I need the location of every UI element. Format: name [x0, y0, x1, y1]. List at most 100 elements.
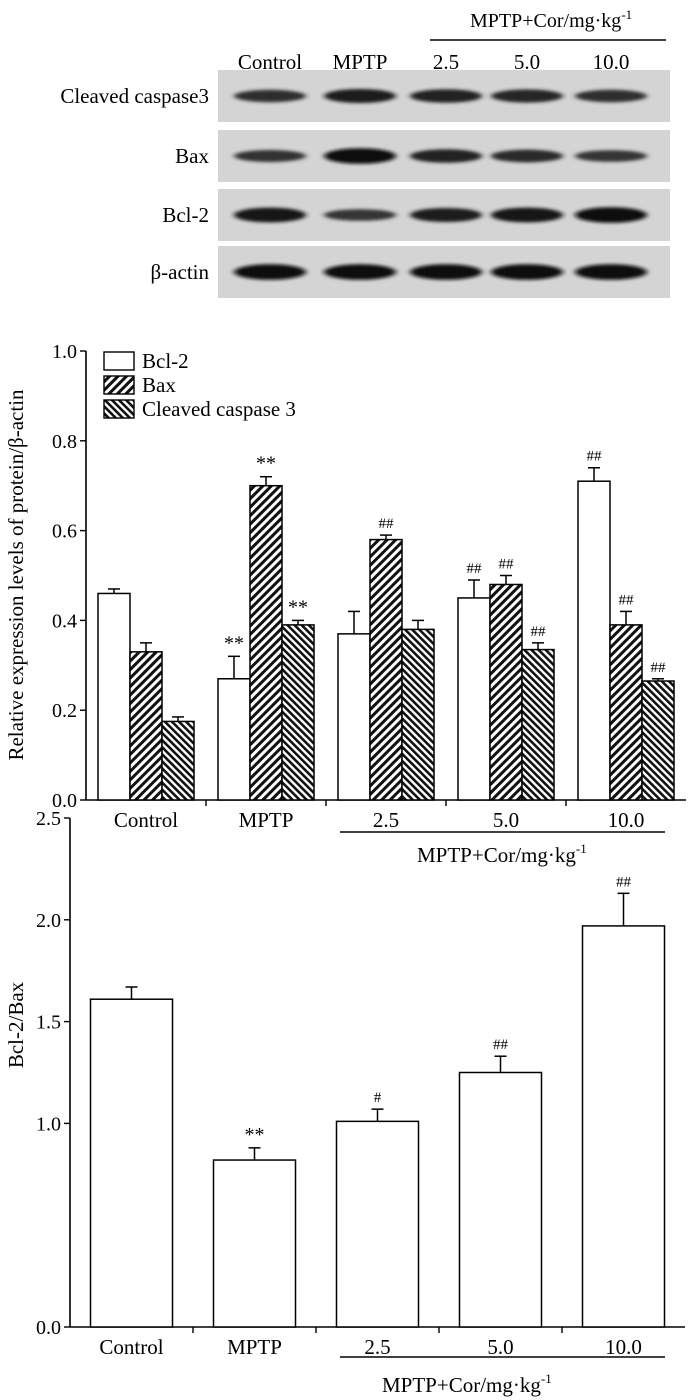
significance-mark: ## [619, 592, 635, 608]
legend-label: Cleaved caspase 3 [142, 397, 296, 421]
legend-swatch [103, 375, 135, 395]
significance-mark: # [374, 1090, 382, 1106]
bar [337, 633, 371, 801]
blot-row-label: Bcl-2 [162, 203, 209, 227]
blot-row: Bcl-2 [162, 189, 670, 241]
significance-mark: ## [616, 874, 632, 890]
significance-mark: ** [288, 596, 308, 618]
significance-mark: ## [499, 557, 515, 573]
legend-swatch [103, 399, 135, 419]
blot-band [491, 89, 563, 103]
x-group-label: MPTP+Cor/mg·kg-1 [417, 841, 587, 867]
bar [335, 1120, 420, 1328]
blot-band [410, 208, 482, 222]
x-tick-label: Control [99, 1335, 163, 1359]
blot-band [234, 207, 306, 223]
blot-band [491, 207, 563, 223]
y-axis-label: Bcl-2/Bax [4, 981, 28, 1068]
bar [97, 592, 131, 801]
x-tick-label: 2.5 [373, 808, 399, 832]
significance-mark: ** [256, 453, 276, 475]
y-tick-label: 1.0 [52, 341, 77, 363]
blot-band [491, 149, 563, 163]
x-tick-label: 10.0 [608, 808, 645, 832]
blot-row-label: Bax [175, 144, 209, 168]
bar [217, 678, 251, 801]
y-tick-label: 1.5 [36, 1012, 61, 1034]
blot-band [234, 89, 306, 103]
legend-label: Bax [142, 373, 176, 397]
blot-band [491, 264, 563, 280]
x-tick-label: 5.0 [493, 808, 519, 832]
bar [521, 648, 555, 801]
bar [369, 538, 403, 801]
y-tick-label: 2.5 [36, 808, 61, 830]
blot-band [575, 207, 647, 223]
legend-swatch [103, 351, 135, 371]
x-tick-labels: Control MPTP 2.5 5.0 10.0 [114, 808, 644, 832]
blot-row: Cleaved caspase3 [60, 70, 670, 122]
bar [281, 624, 315, 801]
x-tick-label: 5.0 [487, 1335, 513, 1359]
blot-band [575, 150, 647, 162]
western-blot-panel: Control MPTP 2.5 5.0 10.0 MPTP+Cor/mg·kg… [60, 7, 670, 298]
y-axis-label: Relative expression levels of protein/β-… [4, 389, 28, 761]
bars: ** ## ## ** ## ## ## ** ## ## [97, 449, 675, 801]
chart-relative-expression: Relative expression levels of protein/β-… [4, 341, 686, 867]
y-tick-label: 2.0 [36, 910, 61, 932]
x-tick-label: MPTP [227, 1335, 282, 1359]
x-tick-label: 10.0 [605, 1335, 642, 1359]
bar [129, 651, 163, 801]
x-tick-labels: Control MPTP 2.5 5.0 10.0 [99, 1335, 641, 1359]
bar [212, 1159, 297, 1328]
significance-mark: ## [531, 624, 547, 640]
legend-label: Bcl-2 [142, 349, 189, 373]
bar [489, 583, 523, 801]
blot-row-label: β-actin [151, 260, 210, 284]
x-tick-label: Control [114, 808, 178, 832]
x-group-label-sup: -1 [541, 1371, 552, 1386]
blot-band [324, 148, 396, 164]
blot-band [410, 264, 482, 280]
blot-band [234, 264, 306, 280]
blot-row-label: Cleaved caspase3 [60, 84, 209, 108]
significance-mark: ## [587, 449, 603, 465]
blot-band [575, 89, 647, 103]
significance-mark: ## [467, 561, 483, 577]
y-tick-label: 0.2 [52, 700, 77, 722]
y-tick-label: 0.4 [52, 610, 77, 632]
significance-mark: ## [651, 660, 667, 676]
bar [457, 597, 491, 801]
bars: **##### [89, 874, 666, 1328]
blot-rows: Cleaved caspase3 Bax Bcl-2 β-actin [60, 70, 670, 298]
bar [458, 1071, 543, 1328]
significance-mark: ** [245, 1124, 265, 1146]
y-tick-label: 0.8 [52, 431, 77, 453]
blot-band [234, 150, 306, 162]
significance-mark: ## [493, 1037, 509, 1053]
significance-mark: ## [379, 516, 395, 532]
bar [581, 925, 666, 1328]
blot-band [324, 89, 396, 103]
y-tick-label: 1.0 [36, 1113, 61, 1135]
blot-group-label: MPTP+Cor/mg·kg-1 [470, 7, 632, 32]
y-tick-label: 0.6 [52, 521, 77, 543]
bar [249, 484, 283, 801]
blot-band [410, 89, 482, 103]
blot-group-label-sup: -1 [621, 7, 632, 22]
bar [641, 680, 675, 801]
y-tick-label: 0.0 [36, 1317, 61, 1339]
bar [577, 480, 611, 801]
bar [89, 998, 174, 1328]
significance-mark: ** [224, 632, 244, 654]
x-group-label: MPTP+Cor/mg·kg-1 [382, 1371, 552, 1397]
blot-band [410, 149, 482, 163]
blot-band [324, 264, 396, 280]
bar [609, 624, 643, 801]
bar [401, 628, 435, 801]
x-tick-label: 2.5 [364, 1335, 390, 1359]
blot-band [324, 209, 396, 221]
blot-row: Bax [175, 130, 670, 182]
